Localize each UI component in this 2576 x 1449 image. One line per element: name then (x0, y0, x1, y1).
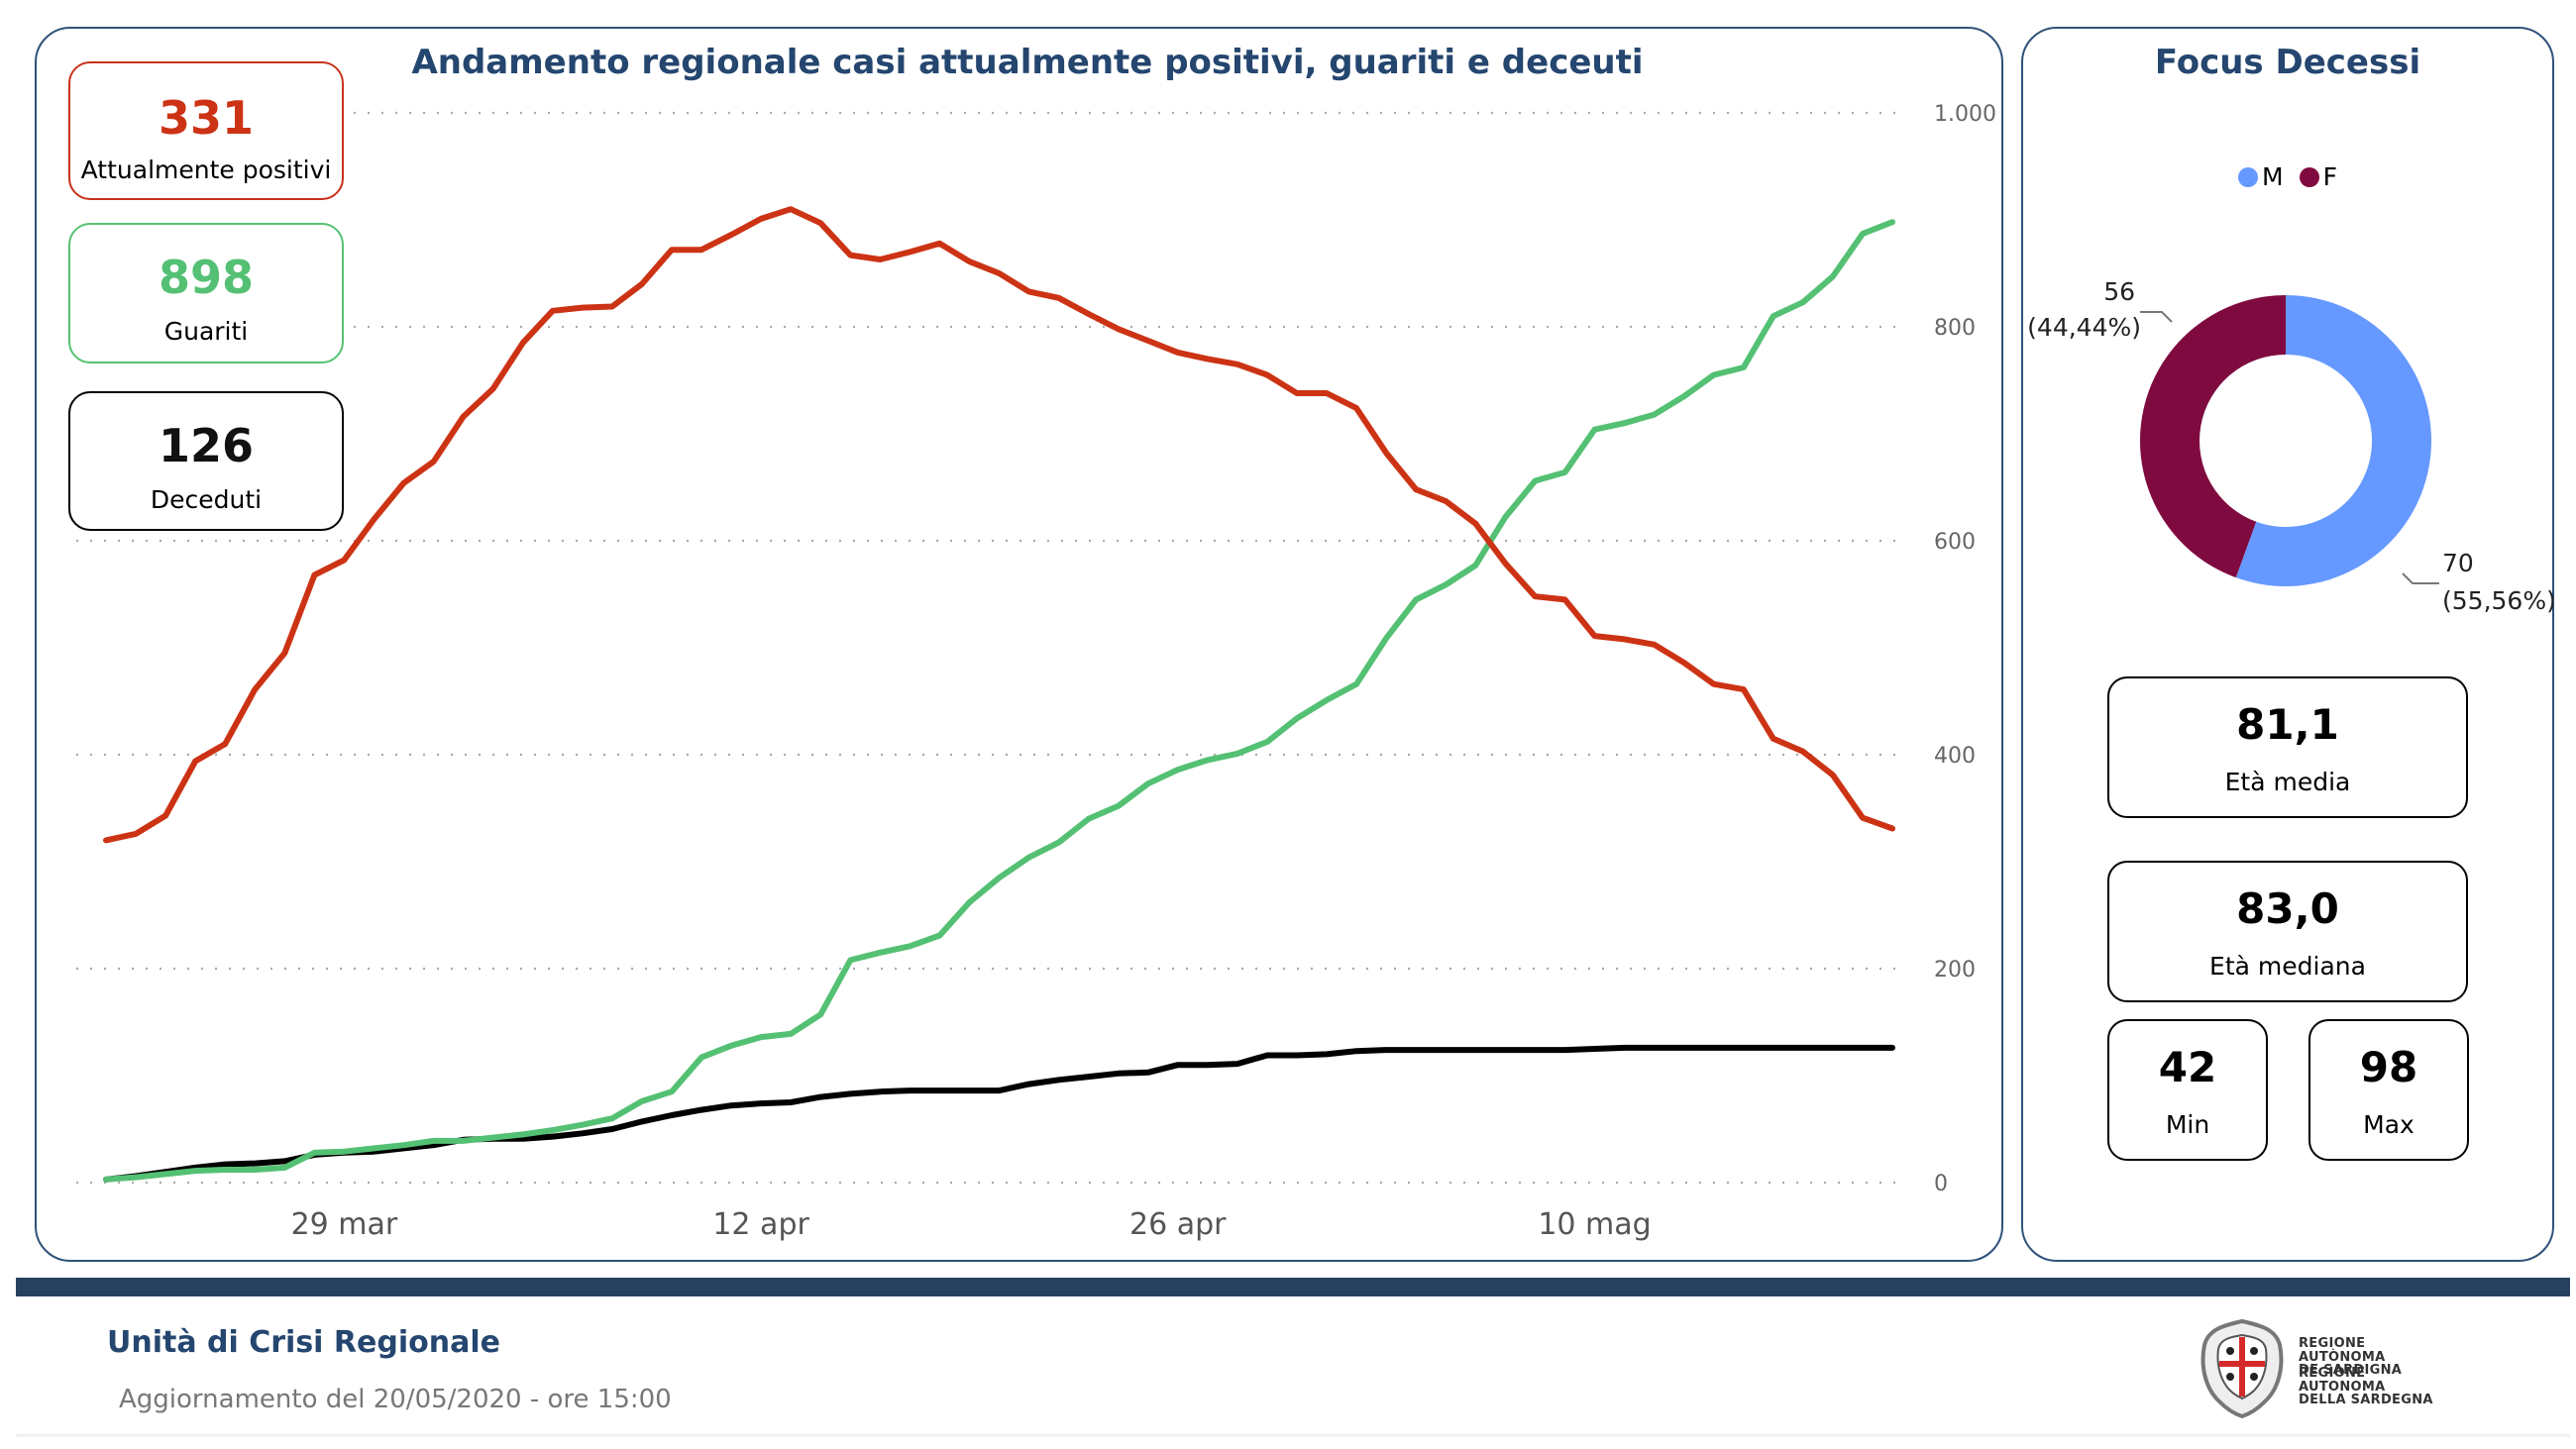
stat-card-median-age[interactable]: 83,0 Età mediana (2107, 861, 2468, 1002)
logo-text-italian: REGIONE AUTONOMA DELLA SARDEGNA (2299, 1367, 2452, 1407)
kpi-label-deceduti: Deceduti (150, 485, 263, 514)
donut-slice-f[interactable] (2140, 295, 2286, 578)
series-line-deceduti (103, 1044, 1895, 1183)
kpi-value-deceduti: 126 (158, 419, 255, 472)
regione-sardegna-logo: REGIONE AUTÒNOMA DE SARDIGNA REGIONE AUT… (2195, 1315, 2452, 1418)
focus-decessi-panel: Focus Decessi M F 70 (55,56%) 56 (44,44%) 8… (2021, 27, 2554, 1262)
stat-label-median-age: Età mediana (2209, 952, 2366, 981)
legend-item-f[interactable]: F (2299, 162, 2337, 191)
legend-item-m[interactable]: M (2238, 162, 2284, 191)
stat-value-min-age: 42 (2158, 1043, 2217, 1091)
kpi-label-positivi: Attualmente positivi (80, 155, 332, 184)
donut-value-label-m: 70 (2442, 549, 2474, 577)
y-tick-label: 400 (1934, 744, 1976, 769)
stat-label-mean-age: Età media (2224, 768, 2351, 796)
footer-divider-band (16, 1278, 2570, 1296)
legend-label-m: M (2262, 162, 2284, 191)
stat-value-median-age: 83,0 (2236, 884, 2339, 933)
legend-label-f: F (2322, 162, 2337, 191)
x-tick-label: 12 apr (712, 1207, 809, 1242)
donut-leader-line (2140, 311, 2173, 323)
gender-donut-chart: 70 (55,56%) 56 (44,44%) (2027, 277, 2553, 615)
coat-of-arms-icon (2200, 1318, 2284, 1418)
stat-value-mean-age: 81,1 (2236, 700, 2339, 749)
stat-label-max-age: Max (2363, 1110, 2415, 1139)
kpi-value-positivi: 331 (158, 91, 255, 145)
logo-text-sardinian: REGIONE AUTÒNOMA DE SARDIGNA (2299, 1337, 2452, 1378)
donut-leader-line (2402, 572, 2439, 584)
legend-dot-f-icon (2299, 166, 2319, 187)
kpi-card-deceduti[interactable]: 126 Deceduti (68, 391, 344, 531)
logo-line-2: DE SARDIGNA (2299, 1363, 2403, 1379)
y-tick-label: 200 (1934, 958, 1976, 983)
stat-card-max-age[interactable]: 98 Max (2308, 1019, 2469, 1161)
kpi-card-guariti[interactable]: 898 Guariti (68, 223, 344, 363)
stat-value-max-age: 98 (2359, 1043, 2418, 1091)
y-tick-label: 600 (1934, 530, 1976, 555)
kpi-card-positivi[interactable]: 331 Attualmente positivi (68, 61, 344, 200)
logo-line-1: REGIONE AUTÒNOMA (2299, 1336, 2386, 1365)
stat-card-min-age[interactable]: 42 Min (2107, 1019, 2268, 1161)
x-tick-label: 26 apr (1129, 1207, 1227, 1242)
donut-percent-label-m: (55,56%) (2442, 586, 2553, 615)
kpi-value-guariti: 898 (158, 251, 255, 304)
y-tick-label: 1.000 (1934, 102, 1996, 127)
series-line-guariti (103, 219, 1895, 1183)
donut-percent-label-f: (44,44%) (2027, 313, 2141, 342)
series-line-attualmente-positivi (103, 206, 1895, 844)
trend-line-chart: 0 200 400 600 800 1.000 29 mar 12 apr 26 apr 10 m… (76, 102, 1996, 1242)
logo-line-4: DELLA SARDEGNA (2299, 1393, 2433, 1408)
donut-value-label-f: 56 (2103, 277, 2135, 306)
kpi-label-guariti: Guariti (163, 317, 249, 346)
footer-shadow (16, 1434, 2570, 1438)
y-tick-label: 800 (1934, 316, 1976, 341)
chart-title: Andamento regionale casi attualmente pos… (411, 43, 1644, 82)
x-tick-label: 10 mag (1538, 1207, 1651, 1242)
logo-line-3: REGIONE AUTONOMA (2299, 1366, 2386, 1395)
footer-title: Unità di Crisi Regionale (107, 1325, 500, 1360)
stat-card-mean-age[interactable]: 81,1 Età media (2107, 676, 2468, 818)
legend-dot-m-icon (2238, 166, 2259, 187)
trend-panel: Andamento regionale casi attualmente pos… (35, 27, 2003, 1262)
donut-legend: M F (2023, 162, 2552, 193)
donut-slice-m[interactable] (2235, 295, 2431, 586)
footer-update-timestamp: Aggiornamento del 20/05/2020 - ore 15:00 (119, 1385, 672, 1414)
x-tick-label: 29 mar (291, 1207, 398, 1242)
focus-title: Focus Decessi (2154, 43, 2421, 82)
y-tick-label: 0 (1934, 1172, 1948, 1196)
stat-label-min-age: Min (2165, 1110, 2210, 1139)
